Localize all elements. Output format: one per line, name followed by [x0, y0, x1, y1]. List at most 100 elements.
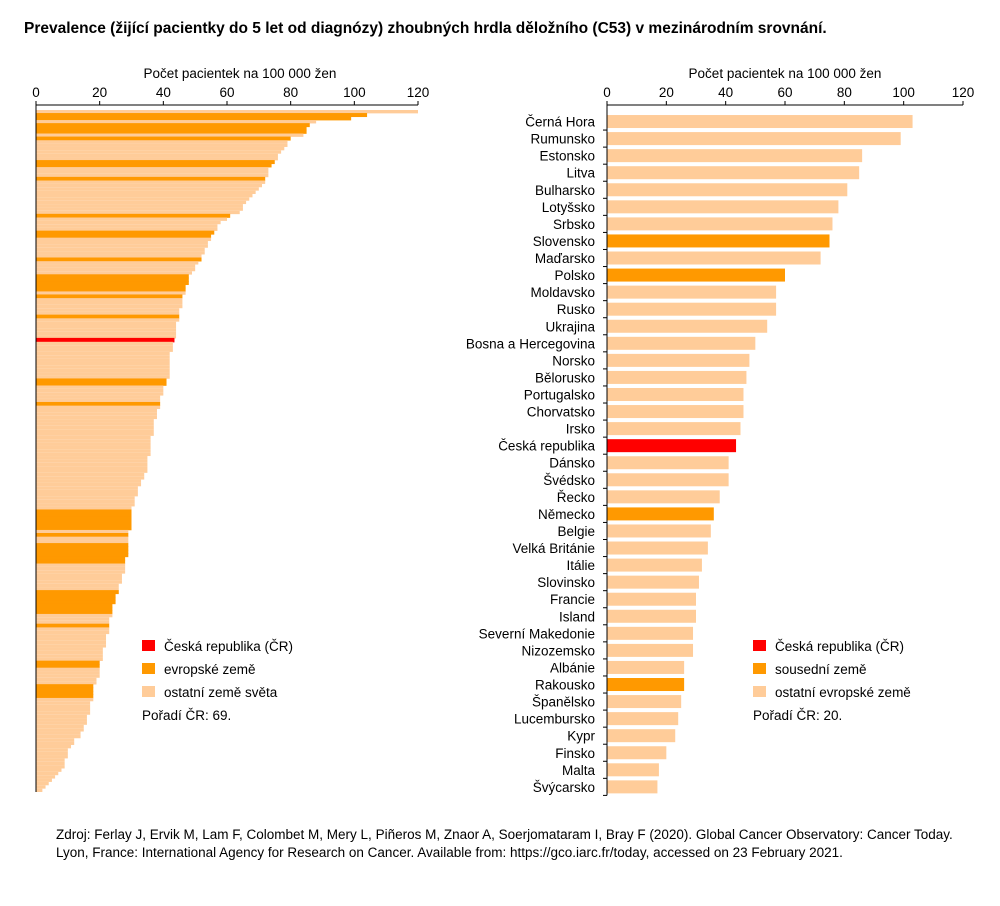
europe-category-label: Lucembursko [514, 712, 595, 727]
europe-category-label: Švýcarsko [533, 780, 595, 795]
europe-category-label: Chorvatsko [527, 405, 595, 420]
europe-category-label: Island [559, 609, 595, 624]
world-bar [36, 486, 138, 490]
europe-tick-label: 20 [659, 85, 674, 100]
world-bar [36, 563, 126, 567]
world-bar [36, 788, 43, 792]
world-bar [36, 385, 164, 389]
europe-tick-label: 60 [777, 85, 792, 100]
world-bar [36, 123, 310, 128]
europe-category-label: Norsko [552, 353, 595, 368]
world-bar [36, 738, 75, 742]
europe-category-label: Bosna a Hercegovina [466, 336, 596, 351]
world-bar [36, 348, 173, 352]
world-bar [36, 224, 218, 228]
world-bar [36, 526, 132, 531]
world-bar [36, 193, 253, 198]
europe-tick-label: 100 [892, 85, 915, 100]
world-bar [36, 287, 186, 292]
world-bar [36, 281, 189, 286]
europe-legend-label: ostatní evropské země [775, 685, 911, 700]
world-bar [36, 768, 62, 772]
world-bar [36, 741, 75, 745]
world-bar [36, 150, 282, 154]
europe-category-label: Malta [562, 763, 596, 778]
world-bar [36, 392, 164, 396]
world-bar [36, 425, 154, 430]
world-bar [36, 637, 107, 641]
world-bar [36, 556, 126, 561]
europe-category-label: Slovensko [533, 234, 595, 249]
world-bar [36, 775, 56, 779]
europe-bar [607, 763, 659, 777]
europe-category-label: Řecko [557, 490, 595, 505]
world-bar [36, 459, 148, 463]
world-bar [36, 143, 288, 147]
world-bar [36, 308, 180, 312]
europe-bar [607, 473, 729, 487]
world-bar [36, 331, 177, 336]
world-bar [36, 140, 288, 144]
world-bar [36, 728, 84, 732]
world-bar [36, 133, 304, 137]
world-bar [36, 294, 183, 299]
world-bar [36, 207, 243, 211]
world-bar [36, 449, 151, 453]
europe-bar [607, 678, 685, 692]
world-bar [36, 566, 126, 571]
world-bar [36, 365, 170, 369]
world-bar [36, 187, 259, 191]
europe-category-label: Velká Británie [512, 541, 595, 556]
world-bar [36, 718, 87, 722]
europe-bar [607, 490, 720, 504]
source-note: Zdroj: Ferlay J, Ervik M, Lam F, Colombe… [56, 827, 953, 860]
world-bar [36, 401, 161, 406]
world-bar [36, 341, 173, 346]
world-bar [36, 694, 94, 699]
world-bar [36, 173, 269, 178]
world-tick-label: 20 [92, 85, 107, 100]
world-bar [36, 247, 205, 252]
europe-bar [607, 336, 756, 350]
world-bar [36, 644, 107, 648]
world-bar [36, 549, 129, 554]
world-bar [36, 257, 202, 262]
world-bar [36, 785, 46, 789]
world-bar [36, 251, 205, 255]
europe-bar [607, 780, 658, 794]
world-bar [36, 456, 148, 460]
world-bar [36, 409, 157, 413]
world-bar [36, 744, 72, 749]
world-tick-label: 0 [32, 85, 40, 100]
world-legend-swatch [142, 663, 155, 674]
world-bar [36, 419, 154, 423]
world-bar [36, 230, 215, 235]
world-bar [36, 200, 247, 205]
world-bar [36, 576, 122, 581]
europe-category-label: Severní Makedonie [479, 626, 595, 641]
world-bar [36, 553, 129, 558]
world-bar [36, 708, 91, 712]
world-bar [36, 516, 132, 521]
world-bar [36, 610, 113, 615]
world-bar [36, 445, 151, 450]
world-bar [36, 442, 151, 446]
world-bar [36, 395, 161, 399]
world-bar [36, 429, 154, 433]
world-bar [36, 522, 132, 527]
europe-bar [607, 166, 860, 180]
world-bar [36, 671, 100, 675]
europe-category-label: Itálie [566, 558, 595, 573]
europe-category-label: Slovinsko [537, 575, 595, 590]
world-bar [36, 711, 91, 715]
world-bar [36, 197, 250, 201]
world-bar [36, 452, 151, 457]
world-bar [36, 335, 177, 339]
world-bar [36, 634, 107, 638]
world-bar [36, 482, 142, 487]
world-bar [36, 593, 116, 598]
world-bar [36, 439, 151, 443]
world-bar [36, 167, 269, 171]
europe-category-label: Moldavsko [530, 285, 595, 300]
world-bar [36, 630, 110, 635]
